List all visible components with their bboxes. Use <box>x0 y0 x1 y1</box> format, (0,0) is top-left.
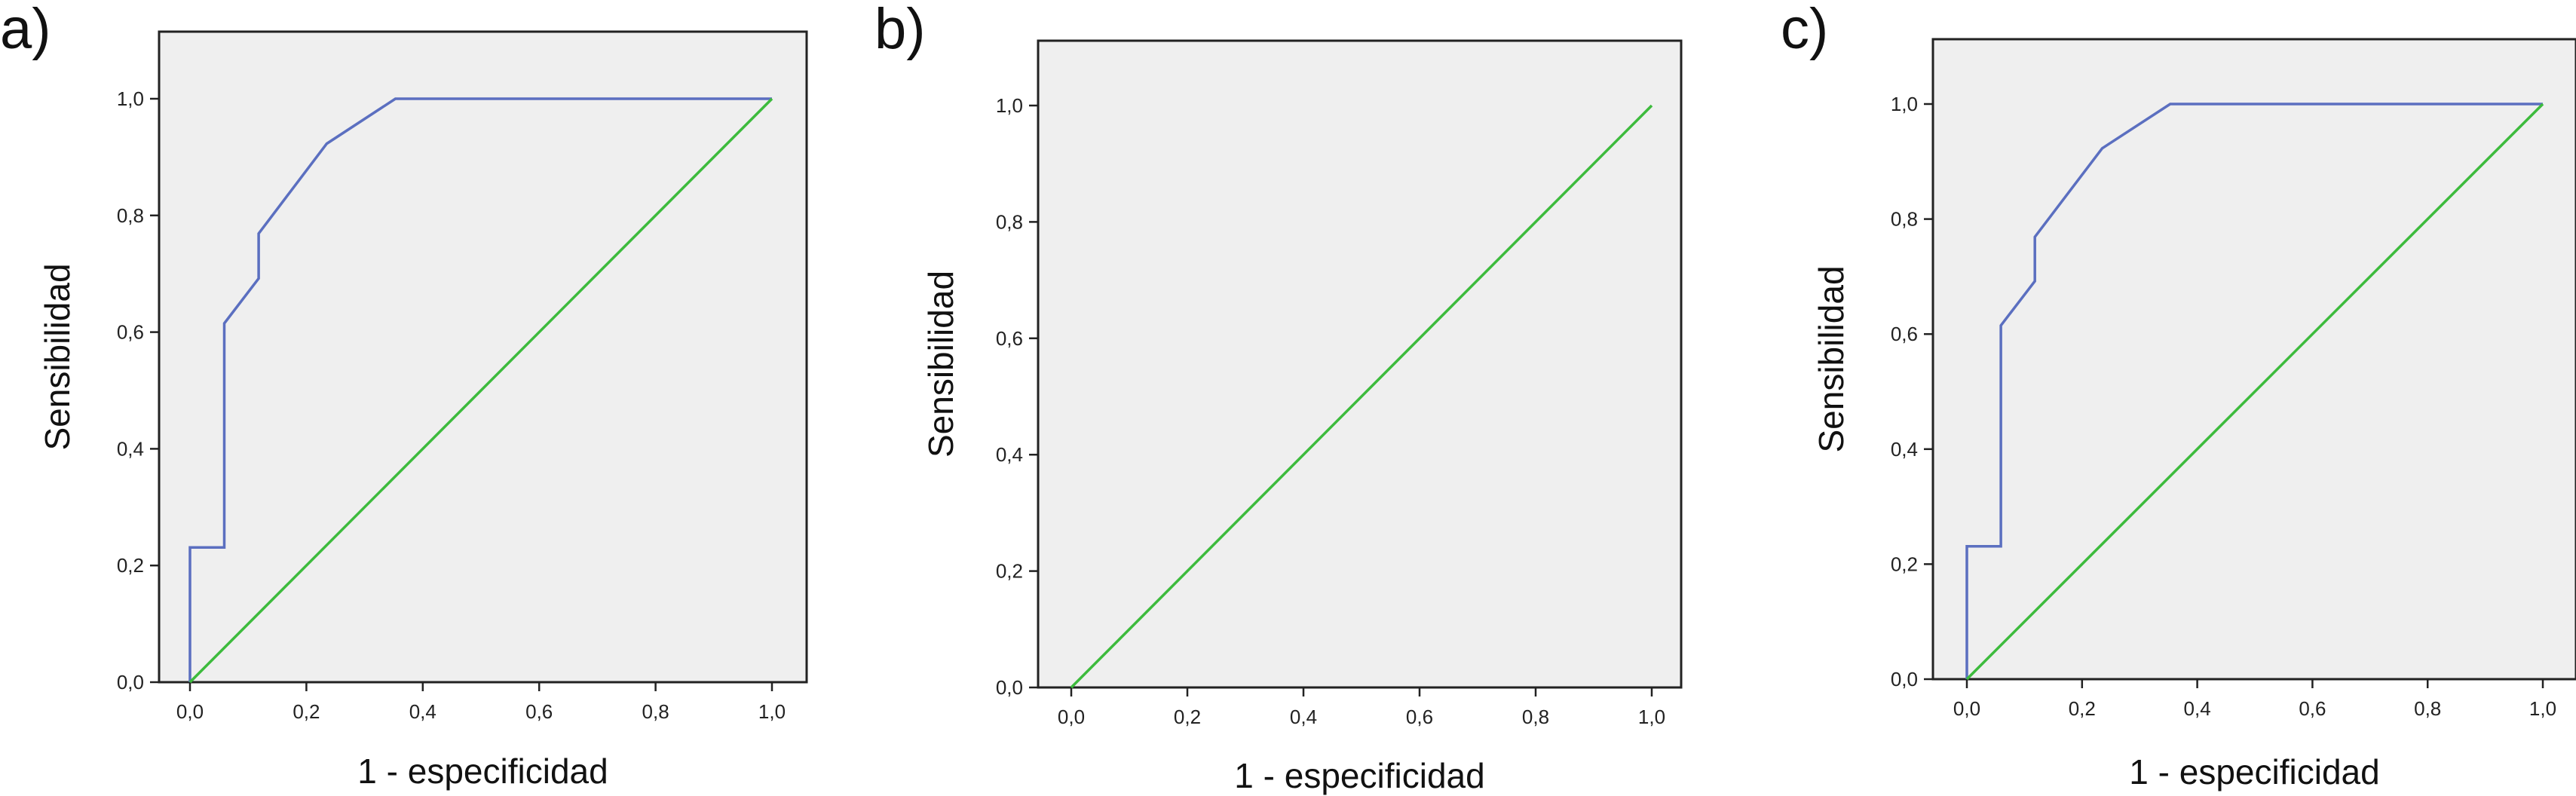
x-tick-label: 1,0 <box>1638 706 1665 728</box>
panel-label: c) <box>1781 0 1828 61</box>
y-tick-label: 0,6 <box>1891 323 1918 345</box>
reference-diagonal <box>1070 104 1653 689</box>
x-tick-label: 1,0 <box>2529 697 2556 720</box>
y-tick-label: 0,8 <box>117 204 144 227</box>
roc-panel-2: 0,0 0,2 0,4 0,6 0,8 1,0 0,0 0,2 0,4 0,6 0,8 1,0 1 - … <box>874 0 1683 795</box>
roc-panel-1: 0,0 0,2 0,4 0,6 0,8 1,0 0,0 0,2 0,4 0,6 0,8 1,0 1 - … <box>0 0 808 791</box>
x-tick-label: 0,8 <box>2414 697 2441 720</box>
x-tick-label: 0,8 <box>1522 706 1549 728</box>
plot-area <box>1037 39 1683 689</box>
reference-diagonal <box>1965 103 2544 681</box>
x-tick-label: 0,0 <box>1058 706 1085 728</box>
y-tick-label: 0,0 <box>117 671 144 693</box>
y-tick-label: 1,0 <box>996 94 1023 117</box>
y-tick-label: 0,4 <box>1891 438 1918 461</box>
x-axis-title: 1 - especificidad <box>2129 752 2379 791</box>
x-tick-label: 0,4 <box>2184 697 2211 720</box>
y-tick-label: 0,0 <box>1891 668 1918 690</box>
x-tick-label: 0,0 <box>176 700 204 723</box>
x-tick-label: 0,4 <box>1290 706 1317 728</box>
y-tick-label: 0,2 <box>1891 553 1918 575</box>
panel-label: b) <box>874 0 926 61</box>
x-tick-label: 0,2 <box>293 700 320 723</box>
y-tick-label: 1,0 <box>117 87 144 110</box>
plot-area <box>158 30 808 684</box>
y-tick-label: 0,8 <box>1891 208 1918 231</box>
y-tick-label: 0,6 <box>996 327 1023 350</box>
panel-label: a) <box>0 0 51 61</box>
x-tick-label: 0,0 <box>1953 697 1980 720</box>
y-axis-title: Sensibilidad <box>1812 265 1851 452</box>
x-tick-label: 0,6 <box>2299 697 2326 720</box>
y-axis-title: Sensibilidad <box>921 271 960 458</box>
roc-curve <box>188 97 772 682</box>
y-axis-title: Sensibilidad <box>38 263 77 450</box>
x-tick-label: 0,2 <box>2069 697 2096 720</box>
y-tick-label: 0,8 <box>996 210 1023 233</box>
reference-diagonal <box>188 97 773 684</box>
y-tick-label: 0,0 <box>996 676 1023 699</box>
y-tick-label: 0,6 <box>117 321 144 344</box>
y-tick-label: 0,4 <box>996 443 1023 466</box>
x-tick-label: 0,2 <box>1174 706 1201 728</box>
y-tick-label: 0,4 <box>117 437 144 460</box>
x-axis-title: 1 - especificidad <box>357 752 608 791</box>
plot-area <box>1931 38 2576 681</box>
roc-panel-3: 0,0 0,2 0,4 0,6 0,8 1,0 0,0 0,2 0,4 0,6 0,8 1,0 1 - … <box>1781 0 2576 791</box>
x-tick-label: 1,0 <box>758 700 786 723</box>
y-tick-label: 0,2 <box>117 554 144 577</box>
x-tick-label: 0,8 <box>642 700 669 723</box>
x-tick-label: 0,6 <box>1406 706 1433 728</box>
x-axis-title: 1 - especificidad <box>1234 756 1484 795</box>
y-tick-label: 0,2 <box>996 560 1023 583</box>
y-tick-label: 1,0 <box>1891 93 1918 115</box>
roc-curve <box>1965 103 2543 679</box>
x-tick-label: 0,4 <box>409 700 436 723</box>
x-tick-label: 0,6 <box>525 700 553 723</box>
